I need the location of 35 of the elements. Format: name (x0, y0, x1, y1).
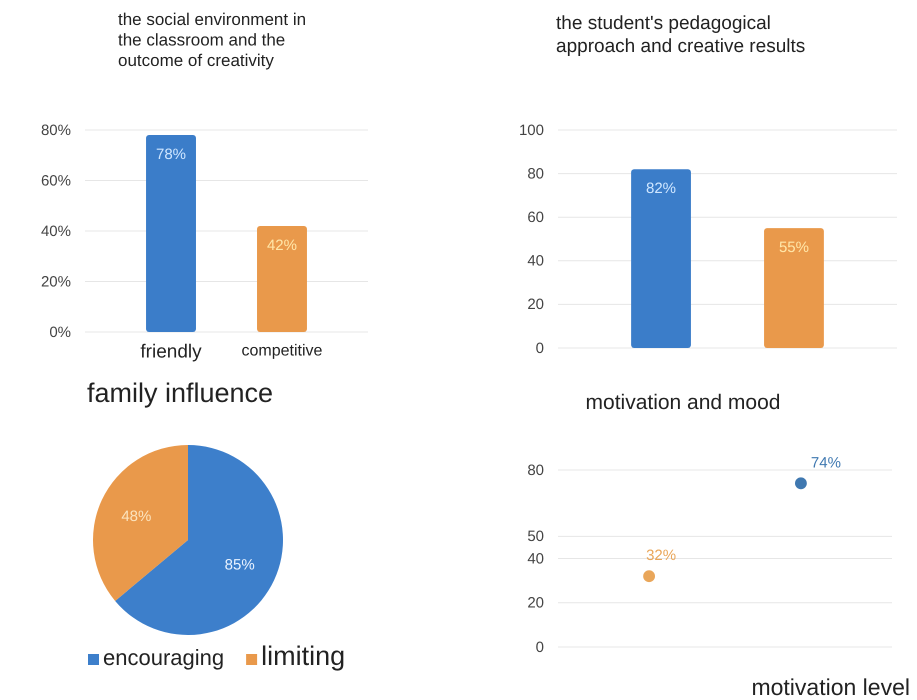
data-label: 78% (156, 146, 186, 164)
data-label: 55% (778, 239, 809, 256)
y-tick-label: 60% (40, 172, 71, 190)
data-label: 85% (224, 556, 255, 574)
y-tick-label: 20 (527, 594, 544, 612)
data-label: 82% (646, 180, 676, 198)
y-tick-label: 40 (527, 252, 544, 270)
chart-title: the student's pedagogical approach and creative results (556, 13, 806, 57)
x-tick-label: friendly (140, 341, 202, 362)
y-tick-label: 40 (527, 550, 544, 568)
pie-slice (115, 445, 283, 635)
y-tick-label: 50 (527, 528, 544, 546)
chart-title: family influence (86, 378, 274, 408)
data-label: 74% (810, 454, 841, 472)
y-tick-label: 80 (527, 462, 544, 479)
y-tick-label: 20 (527, 296, 544, 314)
y-tick-label: 0 (536, 340, 544, 357)
x-tick-label: competitive (242, 342, 323, 360)
legend-label: limiting (261, 641, 346, 671)
pie-slice (93, 445, 188, 601)
data-label: 48% (121, 508, 152, 526)
y-tick-label: 0% (49, 324, 71, 341)
y-tick-label: 60 (527, 209, 544, 226)
x-axis-title: motivation level (751, 674, 910, 700)
y-tick-label: 80% (40, 122, 71, 139)
legend-label: encouraging (103, 645, 224, 670)
y-tick-label: 40% (40, 222, 71, 240)
chart-title: the social environment in the classroom and the outcome of creativity (118, 10, 306, 70)
data-label: 42% (266, 236, 298, 254)
chart-title: motivation and mood (586, 391, 780, 414)
y-tick-label: 0 (536, 638, 544, 656)
y-tick-label: 100 (518, 122, 544, 139)
y-tick-label: 80 (527, 165, 544, 182)
data-label: 32% (646, 547, 676, 564)
y-tick-label: 20% (40, 273, 71, 290)
